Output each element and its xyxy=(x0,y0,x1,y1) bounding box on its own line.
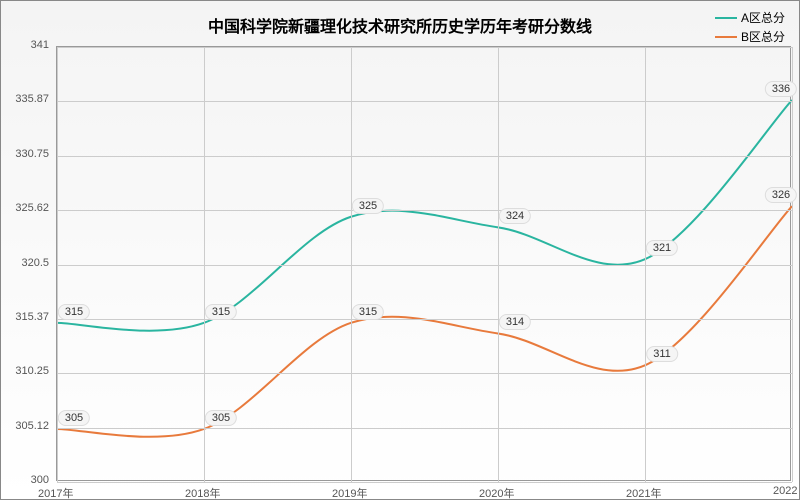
legend-item-b: B区总分 xyxy=(715,28,785,45)
data-label: 305 xyxy=(205,410,237,426)
legend-label-a: A区总分 xyxy=(741,9,785,26)
x-axis-label: 2022年 xyxy=(773,485,799,500)
data-label: 326 xyxy=(765,187,797,203)
x-axis-label: 2018年 xyxy=(185,485,220,500)
data-label: 315 xyxy=(205,304,237,320)
series-line-b xyxy=(57,206,792,437)
grid-line-x xyxy=(792,47,793,482)
grid-line-y xyxy=(57,482,792,483)
data-label: 321 xyxy=(646,240,678,256)
x-axis-label: 2017年 xyxy=(38,485,73,500)
legend-label-b: B区总分 xyxy=(741,28,785,45)
y-axis-label: 335.87 xyxy=(15,93,49,105)
y-axis-label: 341 xyxy=(31,39,49,51)
grid-line-y xyxy=(57,319,792,320)
y-axis-label: 325.62 xyxy=(15,202,49,214)
chart-container: 中国科学院新疆理化技术研究所历史学历年考研分数线 A区总分 B区总分 30030… xyxy=(0,0,800,500)
grid-line-y xyxy=(57,47,792,48)
grid-line-y xyxy=(57,156,792,157)
grid-line-y xyxy=(57,428,792,429)
y-axis-label: 310.25 xyxy=(15,365,49,377)
grid-line-y xyxy=(57,265,792,266)
y-axis-label: 320.5 xyxy=(21,257,49,269)
x-axis-label: 2020年 xyxy=(479,485,514,500)
plot-area xyxy=(56,46,791,481)
data-label: 311 xyxy=(646,346,678,362)
y-axis-label: 315.37 xyxy=(15,311,49,323)
data-label: 315 xyxy=(352,304,384,320)
grid-line-x xyxy=(351,47,352,482)
grid-line-x xyxy=(645,47,646,482)
data-label: 336 xyxy=(765,81,797,97)
x-axis-label: 2019年 xyxy=(332,485,367,500)
chart-title: 中国科学院新疆理化技术研究所历史学历年考研分数线 xyxy=(1,13,799,37)
data-label: 305 xyxy=(58,410,90,426)
legend-item-a: A区总分 xyxy=(715,9,785,26)
legend-swatch-b xyxy=(715,36,737,38)
x-axis-label: 2021年 xyxy=(626,485,661,500)
legend-swatch-a xyxy=(715,17,737,19)
grid-line-y xyxy=(57,373,792,374)
y-axis-label: 330.75 xyxy=(15,148,49,160)
legend: A区总分 B区总分 xyxy=(715,9,785,47)
data-label: 314 xyxy=(499,314,531,330)
y-axis-label: 305.12 xyxy=(15,420,49,432)
series-line-a xyxy=(57,100,792,331)
data-label: 325 xyxy=(352,198,384,214)
data-label: 324 xyxy=(499,208,531,224)
data-label: 315 xyxy=(58,304,90,320)
grid-line-y xyxy=(57,101,792,102)
grid-line-y xyxy=(57,210,792,211)
grid-line-x xyxy=(498,47,499,482)
